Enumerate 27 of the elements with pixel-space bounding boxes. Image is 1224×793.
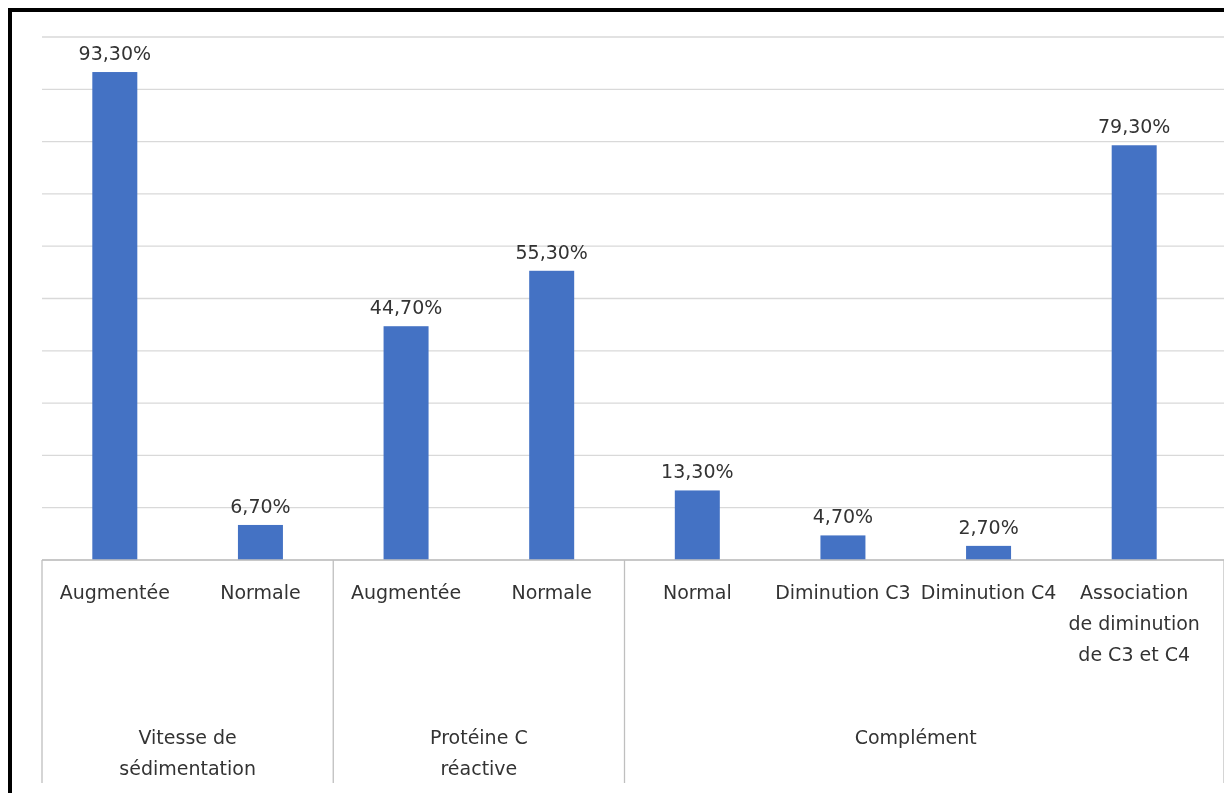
data-label: 4,70% — [812, 505, 874, 528]
data-label: 79,30% — [1097, 115, 1171, 138]
bar — [966, 545, 1012, 560]
bar — [674, 490, 720, 560]
bar — [529, 270, 575, 560]
bar — [92, 72, 138, 560]
x-tick-label: Augmentée — [350, 581, 462, 603]
x-tick-label: Association de diminution de C3 et C4 — [1068, 581, 1200, 665]
x-tick-label: Normale — [511, 581, 592, 603]
bar — [1111, 145, 1157, 560]
data-label: 2,70% — [958, 515, 1019, 538]
text: Vitesse de sédimentation — [119, 726, 256, 779]
data-label: 13,30% — [661, 460, 734, 483]
x-tick-label: Diminution C3 — [775, 581, 911, 603]
bar — [383, 326, 429, 560]
data-label: 55,30% — [515, 240, 588, 263]
data-label: 44,70% — [369, 296, 443, 319]
text: Complément — [854, 726, 977, 748]
x-tick-label: Augmentée — [59, 581, 170, 603]
x-tick-label: Normal — [662, 581, 732, 603]
bar — [820, 535, 866, 560]
text: Protéine C réactive — [430, 726, 528, 779]
data-label: 93,30% — [78, 42, 152, 65]
x-tick-label: Normale — [220, 581, 301, 603]
data-label: 6,70% — [230, 494, 291, 517]
x-tick-label: Diminution C4 — [920, 581, 1057, 603]
bar — [237, 524, 283, 560]
